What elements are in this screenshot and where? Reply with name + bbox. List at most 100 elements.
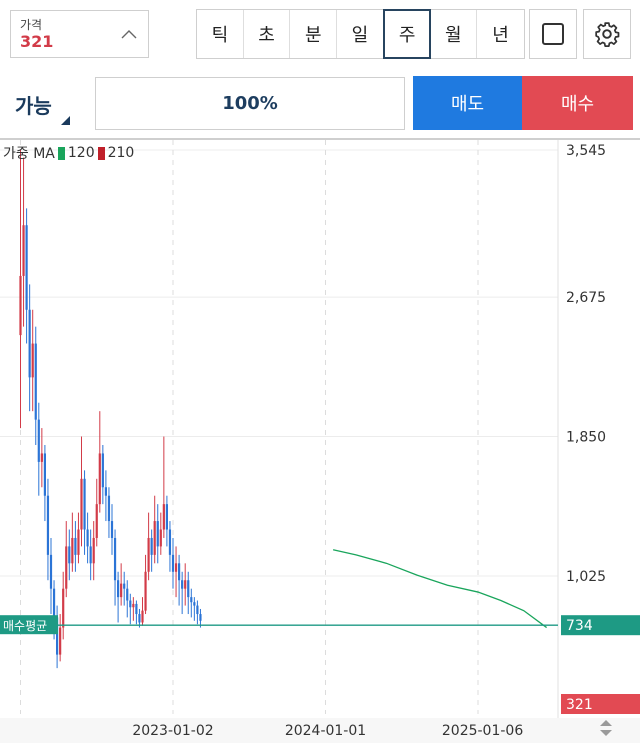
legend-ma210: 210 [107, 145, 135, 161]
x-tick-label: 2025-01-06 [442, 723, 523, 739]
candle-body [59, 627, 62, 655]
candle-body [22, 225, 25, 276]
legend-swatch-ma120 [57, 146, 65, 160]
candle-body [196, 605, 199, 615]
available-label[interactable]: 가능 [15, 94, 52, 118]
candle-body [65, 546, 68, 589]
candlestick-chart-svg[interactable]: 3,545 2,675 1,850 1,025 매수평균 734 321 2023-01-02… [0, 140, 640, 743]
candle-body [190, 597, 193, 603]
candle-body [132, 603, 135, 608]
candle-body [83, 478, 86, 530]
candle-body [168, 529, 172, 555]
legend-ma120: 120 [67, 145, 95, 161]
candle-body [141, 610, 144, 623]
ma120-line [332, 549, 548, 629]
candle-body [92, 537, 95, 564]
period-tab-week[interactable]: 주 [382, 9, 432, 59]
candle-body [49, 554, 53, 589]
candle-body [126, 588, 129, 601]
settings-button[interactable] [583, 9, 631, 59]
buy-button[interactable]: 매수 [522, 76, 633, 130]
avg-buy-tag-label: 매수평균 [3, 619, 47, 633]
scroll-arrows-icon[interactable] [596, 718, 616, 738]
period-tab-tick[interactable]: 틱 [197, 10, 244, 58]
candle-body [153, 521, 156, 555]
candle-body [171, 554, 175, 572]
legend-swatch-ma210 [97, 146, 105, 160]
candle-body [123, 583, 126, 589]
candle-body [37, 419, 40, 462]
candle-body [162, 504, 165, 530]
avg-buy-price-tag-bg [561, 615, 640, 636]
avg-buy-tag-bg [0, 615, 58, 635]
candle-body [199, 614, 202, 621]
order-percent-selector[interactable]: 100% [95, 77, 405, 130]
candle-body [117, 580, 120, 598]
chart-legend: 가중 MA 120 210 [3, 143, 134, 163]
period-tab-second[interactable]: 초 [244, 10, 291, 58]
period-tab-year[interactable]: 년 [492, 25, 509, 46]
x-axis-band [0, 718, 640, 743]
candle-body [138, 614, 141, 623]
candle-body [25, 225, 28, 310]
candle-body [68, 546, 71, 564]
candle-body [174, 563, 178, 572]
candle-body [89, 546, 92, 564]
candle-body [144, 571, 147, 611]
candle-body [74, 537, 77, 555]
x-tick-label: 2024-01-01 [285, 723, 366, 739]
candle-body [71, 537, 74, 564]
candle-body [184, 580, 187, 589]
period-tabs: 틱 초 분 일 주 월 년 [196, 9, 525, 59]
candle-body [46, 495, 50, 555]
candle-body [77, 529, 80, 555]
candle-body [34, 343, 37, 420]
y-tick-label: 2,675 [566, 290, 606, 306]
current-price-tag-bg [561, 694, 640, 714]
candle-body [193, 602, 196, 606]
sell-button[interactable]: 매도 [413, 76, 522, 130]
candle-body [181, 580, 184, 589]
period-tab-month[interactable]: 월 [430, 10, 478, 58]
period-tab-minute[interactable]: 분 [290, 10, 338, 58]
candle-body [62, 588, 65, 628]
candle-body [40, 453, 43, 462]
y-tick-label: 1,850 [566, 430, 606, 446]
candle-body [150, 537, 153, 555]
candle-body [104, 487, 107, 496]
candle-body [120, 583, 123, 598]
candle-body [19, 275, 22, 336]
candle-body [156, 521, 159, 547]
x-tick-label: 2023-01-02 [132, 723, 213, 739]
candle-body [159, 529, 162, 547]
candle-body [98, 453, 101, 505]
candle-body [28, 309, 31, 378]
chevron-up-icon [121, 30, 137, 39]
candle-body [31, 343, 34, 378]
candle-body [187, 580, 190, 598]
price-selector[interactable]: 가격 321 [10, 10, 149, 58]
price-value: 321 [20, 32, 54, 51]
candle-body [129, 600, 132, 608]
price-chart[interactable]: 3,545 2,675 1,850 1,025 매수평균 734 321 2023-01-02… [0, 140, 640, 743]
candle-body [107, 495, 111, 522]
price-label: 가격 [20, 18, 43, 32]
candle-body [86, 529, 89, 547]
checkbox-button[interactable] [529, 9, 577, 59]
period-tab-day[interactable]: 일 [337, 10, 384, 58]
gear-icon [595, 22, 620, 47]
candle-body [147, 537, 150, 572]
candle-body [178, 563, 181, 581]
candle-body [110, 521, 114, 538]
current-price-tag: 321 [566, 697, 593, 713]
candle-body [101, 453, 104, 488]
candle-body [52, 588, 56, 618]
legend-prefix: 가중 MA [3, 146, 55, 162]
avg-buy-price-tag: 734 [566, 618, 593, 634]
candle-body [165, 504, 168, 530]
candle-body [95, 504, 98, 538]
y-tick-label: 3,545 [566, 143, 606, 159]
dropdown-corner-icon [61, 116, 70, 125]
square-icon [542, 23, 564, 45]
y-tick-label: 1,025 [566, 569, 606, 585]
